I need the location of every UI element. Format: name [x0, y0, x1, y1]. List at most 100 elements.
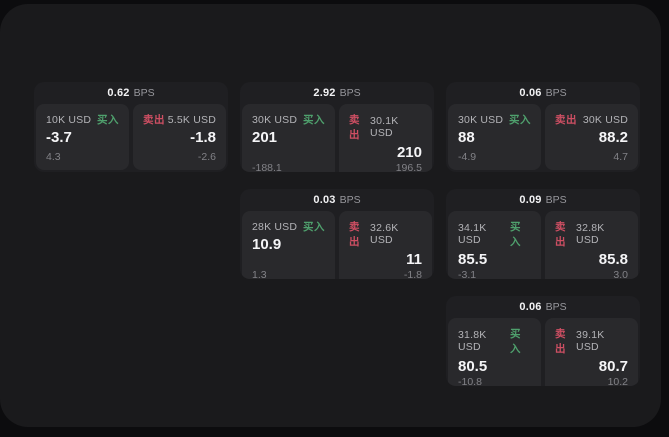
sell-amount: 39.1K USD	[576, 329, 605, 353]
spread-unit-label: BPS	[339, 194, 361, 206]
buy-panel[interactable]: 30K USD 买入 201 -188.1	[242, 104, 335, 172]
sell-price: -1.8	[190, 129, 216, 146]
sell-panel[interactable]: 卖出 39.1K USD 80.7 10.2	[545, 318, 638, 386]
buy-panel-header: 28K USD 买入	[252, 219, 325, 234]
sell-price: 80.7	[598, 358, 628, 375]
spread-header: 0.06 BPS	[446, 82, 640, 104]
quote-card: 0.62 BPS 10K USD 买入 -3.7 4.3 卖出 5.5K USD…	[34, 82, 228, 172]
buy-sub-value: 4.3	[46, 151, 61, 163]
spread-value: 0.09	[519, 194, 542, 206]
sell-panel[interactable]: 卖出 30K USD 88.2 4.7	[545, 104, 638, 170]
buy-label: 买入	[509, 328, 521, 355]
app-window: 0.62 BPS 10K USD 买入 -3.7 4.3 卖出 5.5K USD…	[0, 4, 661, 427]
sell-price: 88.2	[598, 129, 628, 146]
buy-panel[interactable]: 31.8K USD 买入 80.5 -10.8	[448, 318, 541, 386]
spread-value: 0.06	[519, 301, 542, 313]
buy-amount: 30K USD	[252, 113, 298, 126]
quote-card: 2.92 BPS 30K USD 买入 201 -188.1 卖出 30.1K …	[240, 82, 434, 172]
quote-panels: 30K USD 买入 88 -4.9 卖出 30K USD 88.2 4.7	[446, 104, 640, 172]
sell-price: 85.8	[598, 251, 628, 268]
quote-panels: 10K USD 买入 -3.7 4.3 卖出 5.5K USD -1.8 -2.…	[34, 104, 228, 172]
spread-unit-label: BPS	[545, 87, 567, 99]
sell-panel-header: 卖出 32.6K USD	[349, 219, 422, 249]
buy-panel-header: 10K USD 买入	[46, 112, 119, 127]
buy-sub-value: -188.1	[252, 161, 282, 173]
buy-panel[interactable]: 10K USD 买入 -3.7 4.3	[36, 104, 129, 170]
sell-sub-value: -1.8	[403, 268, 422, 280]
spread-value: 2.92	[313, 87, 336, 99]
sell-price: 11	[406, 251, 422, 268]
sell-label: 卖出	[349, 114, 360, 141]
quote-panels: 30K USD 买入 201 -188.1 卖出 30.1K USD 210 1…	[240, 104, 434, 172]
buy-amount: 34.1K USD	[458, 222, 487, 246]
spread-unit-label: BPS	[545, 194, 567, 206]
sell-label: 卖出	[349, 221, 360, 248]
buy-amount: 30K USD	[458, 113, 504, 126]
buy-amount: 28K USD	[252, 220, 298, 233]
sell-panel-header: 卖出 32.8K USD	[555, 219, 628, 249]
sell-panel[interactable]: 卖出 5.5K USD -1.8 -2.6	[133, 104, 226, 170]
sell-amount: 32.8K USD	[576, 222, 605, 246]
spread-value: 0.06	[519, 87, 542, 99]
sell-label: 卖出	[555, 328, 566, 355]
buy-sub-value: -10.8	[458, 375, 482, 387]
spread-header: 0.06 BPS	[446, 296, 640, 318]
sell-sub-value: 196.5	[395, 161, 422, 173]
spread-header: 2.92 BPS	[240, 82, 434, 104]
quote-card: 0.06 BPS 31.8K USD 买入 80.5 -10.8 卖出 39.1…	[446, 296, 640, 386]
buy-price: 85.5	[458, 251, 488, 268]
buy-panel[interactable]: 30K USD 买入 88 -4.9	[448, 104, 541, 170]
spread-unit-label: BPS	[133, 87, 155, 99]
buy-label: 买入	[97, 114, 119, 126]
buy-sub-value: -3.1	[458, 268, 477, 280]
sell-panel[interactable]: 卖出 30.1K USD 210 196.5	[339, 104, 432, 172]
quote-panels: 34.1K USD 买入 85.5 -3.1 卖出 32.8K USD 85.8…	[446, 211, 640, 279]
spread-unit-label: BPS	[545, 301, 567, 313]
buy-panel[interactable]: 34.1K USD 买入 85.5 -3.1	[448, 211, 541, 279]
spread-header: 0.62 BPS	[34, 82, 228, 104]
sell-sub-value: 3.0	[613, 268, 628, 280]
spread-header: 0.03 BPS	[240, 189, 434, 211]
sell-panel[interactable]: 卖出 32.6K USD 11 -1.8	[339, 211, 432, 279]
buy-amount: 10K USD	[46, 113, 92, 126]
quote-card: 0.03 BPS 28K USD 买入 10.9 1.3 卖出 32.6K US…	[240, 189, 434, 279]
spread-value: 0.03	[313, 194, 336, 206]
sell-panel-header: 卖出 30.1K USD	[349, 112, 422, 142]
buy-label: 买入	[509, 221, 521, 248]
buy-panel-header: 31.8K USD 买入	[458, 326, 531, 356]
buy-panel-header: 30K USD 买入	[458, 112, 531, 127]
buy-panel-header: 30K USD 买入	[252, 112, 325, 127]
buy-label: 买入	[303, 221, 325, 233]
sell-price: 210	[396, 144, 422, 161]
sell-panel[interactable]: 卖出 32.8K USD 85.8 3.0	[545, 211, 638, 279]
sell-sub-value: -2.6	[197, 151, 216, 163]
spread-unit-label: BPS	[339, 87, 361, 99]
sell-amount: 5.5K USD	[167, 113, 216, 126]
sell-label: 卖出	[143, 114, 165, 126]
sell-panel-header: 卖出 30K USD	[555, 112, 628, 127]
buy-label: 买入	[303, 114, 325, 126]
spread-header: 0.09 BPS	[446, 189, 640, 211]
sell-panel-header: 卖出 5.5K USD	[143, 112, 216, 127]
buy-sub-value: -4.9	[458, 151, 477, 163]
sell-sub-value: 10.2	[607, 375, 628, 387]
quote-cards-grid: 0.62 BPS 10K USD 买入 -3.7 4.3 卖出 5.5K USD…	[34, 82, 640, 386]
buy-amount: 31.8K USD	[458, 329, 487, 353]
sell-amount: 32.6K USD	[370, 222, 399, 246]
buy-price: 201	[252, 129, 278, 146]
sell-label: 卖出	[555, 221, 566, 248]
buy-panel-header: 34.1K USD 买入	[458, 219, 531, 249]
quote-panels: 28K USD 买入 10.9 1.3 卖出 32.6K USD 11 -1.8	[240, 211, 434, 279]
buy-price: 10.9	[252, 236, 282, 253]
sell-amount: 30.1K USD	[370, 115, 399, 139]
spread-value: 0.62	[107, 87, 130, 99]
sell-sub-value: 4.7	[613, 151, 628, 163]
sell-amount: 30K USD	[582, 113, 628, 126]
buy-panel[interactable]: 28K USD 买入 10.9 1.3	[242, 211, 335, 279]
buy-label: 买入	[509, 114, 531, 126]
buy-price: 80.5	[458, 358, 488, 375]
buy-sub-value: 1.3	[252, 268, 267, 280]
sell-label: 卖出	[555, 114, 577, 126]
quote-panels: 31.8K USD 买入 80.5 -10.8 卖出 39.1K USD 80.…	[446, 318, 640, 386]
